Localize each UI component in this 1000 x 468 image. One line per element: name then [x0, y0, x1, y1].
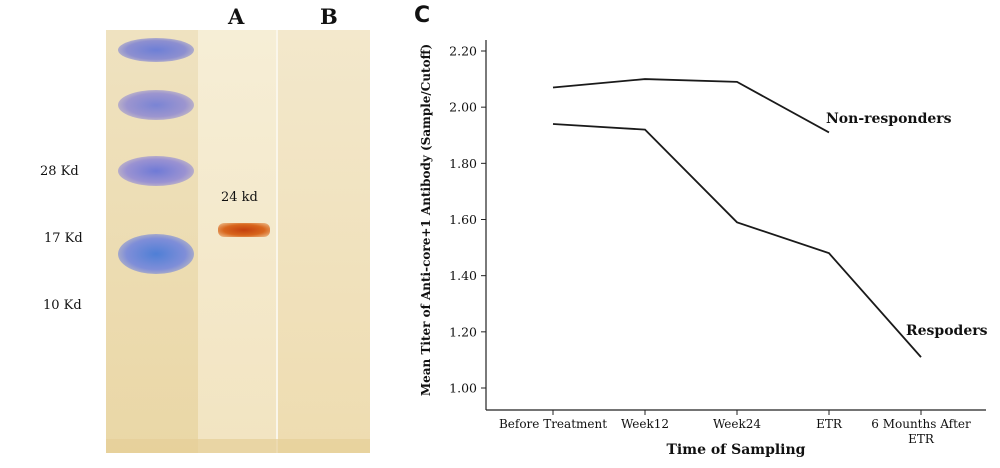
lane-label-a: A — [228, 4, 245, 29]
y-tick-label: 1.40 — [449, 268, 477, 283]
chart-series — [552, 78, 922, 358]
panel-letter-c: C — [414, 3, 431, 28]
marker-band — [118, 38, 194, 62]
marker-label-17kd: 17 Kd — [44, 231, 83, 246]
series-label-non-responders: Non-responders — [826, 111, 952, 127]
marker-band-28kd — [118, 156, 194, 186]
lane-label-b: B — [320, 4, 338, 29]
membrane-edge — [106, 439, 370, 453]
x-tick-label: ETR — [816, 417, 843, 431]
y-tick-label: 1.80 — [449, 156, 477, 171]
x-tick-label: Week12 — [621, 417, 669, 431]
y-tick-label: 1.00 — [449, 381, 477, 396]
y-tick-label: 2.00 — [449, 100, 477, 115]
lane-b — [278, 30, 370, 453]
chart-axes — [481, 40, 986, 415]
marker-band — [118, 90, 194, 120]
marker-band-17kd — [118, 234, 194, 274]
x-tick-label: ETR — [908, 432, 935, 446]
y-axis-title: Mean Titer of Anti-core+1 Antibody (Samp… — [419, 44, 433, 396]
series-line-responders — [552, 123, 922, 358]
marker-label-10kd: 10 Kd — [43, 298, 82, 313]
x-tick-label: Week24 — [713, 417, 761, 431]
sample-band-24kd — [218, 223, 270, 237]
y-tick-label: 1.60 — [449, 212, 477, 227]
marker-label-28kd: 28 Kd — [40, 164, 79, 179]
lane-separator — [276, 30, 278, 453]
western-blot-image — [106, 30, 370, 453]
x-tick-label: 6 Mounths After — [871, 417, 971, 431]
chart-labels: 1.00 1.20 1.40 1.60 1.80 2.00 2.20 Before Treat… — [419, 44, 988, 459]
x-axis-title: Time of Sampling — [667, 442, 806, 458]
series-label-responders: Respoders — [906, 323, 988, 339]
band-size-label: 24 kd — [221, 190, 258, 205]
y-tick-label: 2.20 — [449, 44, 477, 59]
lane-a — [198, 30, 276, 453]
y-tick-label: 1.20 — [449, 324, 477, 339]
x-tick-label: Before Treatment — [499, 417, 607, 431]
series-line-non-responders — [552, 78, 830, 134]
